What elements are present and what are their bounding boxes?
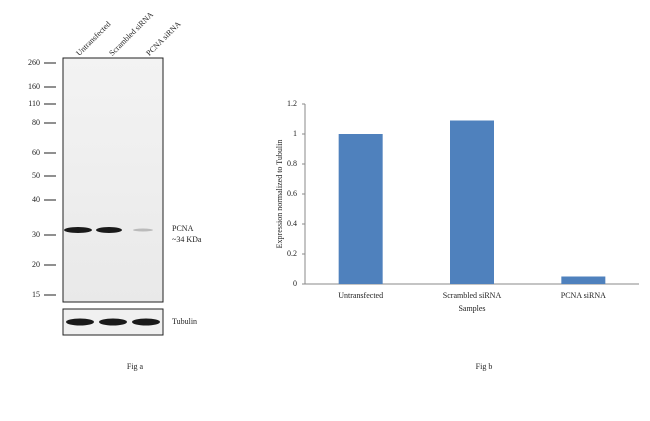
y-tick-label: 0.6 <box>287 189 297 198</box>
x-tick-label: Untransfected <box>338 291 383 300</box>
caption: Fig a <box>127 362 144 371</box>
y-tick-label: 0 <box>293 279 297 288</box>
marker-label: 110 <box>28 99 40 108</box>
y-tick-label: 0.2 <box>287 249 297 258</box>
band <box>99 318 127 326</box>
y-axis-label: Expression normalized to Tubulin <box>275 140 284 249</box>
bar <box>450 120 494 284</box>
marker-label: 80 <box>32 118 40 127</box>
y-tick-label: 1 <box>293 129 297 138</box>
marker-label: 50 <box>32 171 40 180</box>
marker-label: 15 <box>32 290 40 299</box>
lane-label: PCNA siRNA <box>144 19 182 57</box>
band <box>64 227 92 233</box>
bar <box>338 134 383 284</box>
y-tick-label: 0.4 <box>287 219 297 228</box>
caption: Fig b <box>476 362 493 371</box>
marker-label: 260 <box>28 58 40 67</box>
band-size: ~34 KDa <box>172 235 202 244</box>
y-tick-label: 1.2 <box>287 99 297 108</box>
marker-label: 30 <box>32 230 40 239</box>
loading-label: Tubulin <box>172 317 197 326</box>
marker-label: 40 <box>32 195 40 204</box>
y-tick-label: 0.8 <box>287 159 297 168</box>
x-tick-label: PCNA siRNA <box>561 291 606 300</box>
marker-label: 60 <box>32 148 40 157</box>
band-label: PCNA <box>172 224 194 233</box>
marker-label: 20 <box>32 260 40 269</box>
band <box>96 227 122 233</box>
x-axis-label: Samples <box>458 304 485 313</box>
marker-label: 160 <box>28 82 40 91</box>
band <box>132 318 160 326</box>
band <box>66 318 94 326</box>
x-tick-label: Scrambled siRNA <box>443 291 502 300</box>
band <box>133 228 153 232</box>
bar <box>561 276 606 284</box>
blot-membrane <box>62 57 164 303</box>
